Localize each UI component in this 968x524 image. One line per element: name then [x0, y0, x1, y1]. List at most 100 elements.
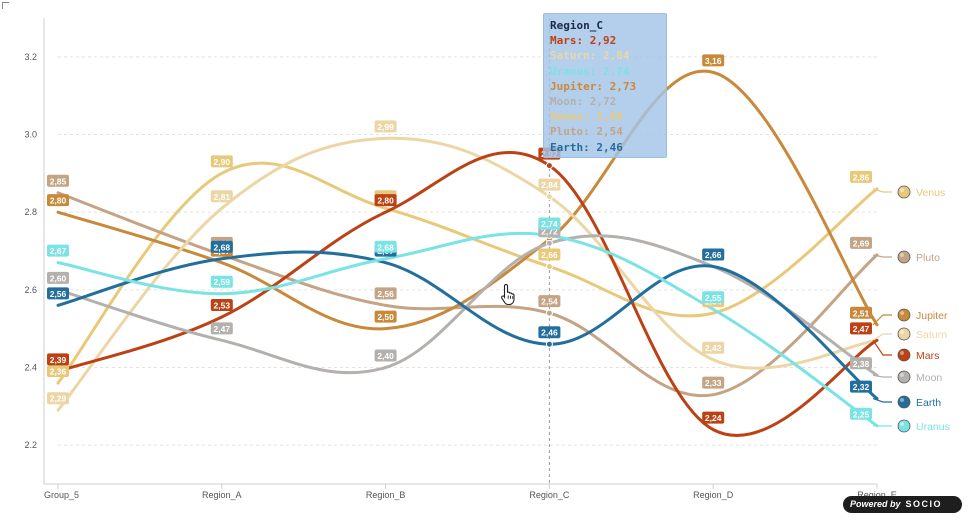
series-line-moon[interactable] [58, 236, 877, 376]
data-label-moon: 2,47 [211, 322, 233, 334]
data-label-venus: 2,36 [47, 365, 69, 377]
data-point-moon[interactable] [546, 240, 552, 246]
y-tick-label: 3.0 [24, 130, 37, 140]
data-label-text: 2,80 [50, 196, 67, 206]
data-label-text: 2,39 [50, 355, 67, 365]
data-point-pluto[interactable] [546, 310, 552, 316]
legend-item-mars[interactable]: Mars [873, 340, 939, 362]
legend-label: Pluto [916, 252, 940, 264]
y-tick-label: 2.8 [24, 207, 37, 217]
data-label-jupiter: 2,51 [850, 307, 872, 319]
tooltip-row: Uranus: 2,74 [550, 64, 660, 79]
legend-item-pluto[interactable]: Pluto [873, 251, 940, 264]
data-label-text: 2,68 [377, 242, 394, 252]
y-tick-label: 3.2 [24, 52, 37, 62]
data-label-saturn: 2,81 [211, 190, 233, 202]
tooltip-row: Earth: 2,46 [550, 140, 660, 155]
data-label-text: 2,84 [541, 180, 558, 190]
planet-highlight [900, 373, 904, 377]
x-tick-label: Region_C [529, 490, 570, 500]
data-label-saturn: 2,42 [702, 342, 724, 354]
brand-logo-text: SOCIO [906, 499, 943, 509]
data-label-jupiter: 3,16 [702, 54, 724, 66]
data-label-earth: 2,68 [211, 241, 233, 253]
legend-label: Earth [916, 397, 941, 409]
tooltip-row: Mars: 2,92 [550, 33, 660, 48]
hover-tooltip: Region_C Mars: 2,92 Saturn: 2,84 Uranus:… [543, 13, 667, 158]
tooltip-row: Pluto: 2,54 [550, 124, 660, 139]
legend-label: Saturn [916, 329, 947, 341]
data-label-moon: 2,40 [375, 350, 397, 362]
planet-pluto-icon [898, 251, 910, 263]
data-label-mars: 2,39 [47, 353, 69, 365]
data-label-text: 2,55 [705, 293, 722, 303]
planet-highlight [900, 311, 904, 315]
tooltip-row: Moon: 2,72 [550, 94, 660, 109]
x-tick-label: Region_B [366, 490, 406, 500]
data-label-uranus: 2,55 [702, 291, 724, 303]
hand-cursor-icon [500, 283, 518, 310]
data-label-text: 2,99 [377, 122, 394, 132]
data-label-text: 2,66 [705, 250, 722, 260]
data-label-moon: 2,38 [850, 357, 872, 369]
legend-item-jupiter[interactable]: Jupiter [873, 309, 948, 325]
y-tick-label: 2.4 [24, 363, 37, 373]
data-label-text: 2,86 [853, 172, 870, 182]
data-point-earth[interactable] [546, 341, 552, 347]
data-point-saturn[interactable] [546, 194, 552, 200]
data-point-mars[interactable] [546, 163, 552, 169]
data-label-text: 3,16 [705, 56, 722, 66]
legend-label: Jupiter [916, 310, 948, 322]
series-line-venus[interactable] [58, 163, 877, 383]
data-label-moon: 2,60 [47, 272, 69, 284]
legend-item-uranus[interactable]: Uranus [873, 420, 950, 433]
powered-by-badge[interactable]: Powered by SOCIO [843, 496, 962, 513]
data-label-text: 2,25 [853, 409, 870, 419]
data-label-earth: 2,32 [850, 381, 872, 393]
legend-item-earth[interactable]: Earth [873, 396, 941, 409]
data-label-text: 2,46 [541, 328, 558, 338]
planet-highlight [900, 330, 904, 334]
data-label-uranus: 2,68 [375, 241, 397, 253]
data-label-uranus: 2,25 [850, 408, 872, 420]
legend-item-saturn[interactable]: Saturn [873, 328, 947, 341]
legend-item-venus[interactable]: Venus [873, 186, 945, 199]
tooltip-row: Jupiter: 2,73 [550, 79, 660, 94]
powered-by-text: Powered by [850, 499, 901, 509]
planet-highlight [900, 422, 904, 426]
data-label-text: 2,90 [214, 157, 231, 167]
data-label-text: 2,47 [853, 324, 870, 334]
data-point-venus[interactable] [546, 264, 552, 270]
data-label-earth: 2,66 [702, 249, 724, 261]
data-label-text: 2,47 [214, 324, 231, 334]
planet-mars-icon [898, 349, 910, 361]
data-label-uranus: 2,59 [211, 276, 233, 288]
data-label-text: 2,66 [541, 250, 558, 260]
y-tick-label: 2.2 [24, 440, 37, 450]
data-label-text: 2,54 [541, 297, 558, 307]
data-label-text: 2,80 [377, 196, 394, 206]
data-label-text: 2,53 [214, 301, 231, 311]
planet-jupiter-icon [898, 309, 910, 321]
data-label-mars: 2,80 [375, 194, 397, 206]
x-tick-label: Region_D [693, 490, 734, 500]
series-line-saturn[interactable] [58, 138, 877, 410]
legend-connector [873, 399, 892, 402]
data-label-uranus: 2,74 [538, 217, 560, 229]
legend-item-moon[interactable]: Moon [873, 371, 942, 384]
planet-venus-icon [898, 186, 910, 198]
data-label-saturn: 2,99 [375, 120, 397, 132]
data-label-pluto: 2,54 [538, 295, 560, 307]
data-label-text: 2,32 [853, 382, 870, 392]
corner-mark [2, 2, 9, 9]
y-tick-label: 2.6 [24, 285, 37, 295]
data-label-text: 2,68 [214, 242, 231, 252]
data-label-mars: 2,24 [702, 412, 724, 424]
series-lines [58, 71, 877, 435]
data-label-saturn: 2,29 [47, 392, 69, 404]
data-label-venus: 2,66 [538, 249, 560, 261]
data-label-mars: 2,47 [850, 322, 872, 334]
data-label-jupiter: 2,50 [375, 311, 397, 323]
